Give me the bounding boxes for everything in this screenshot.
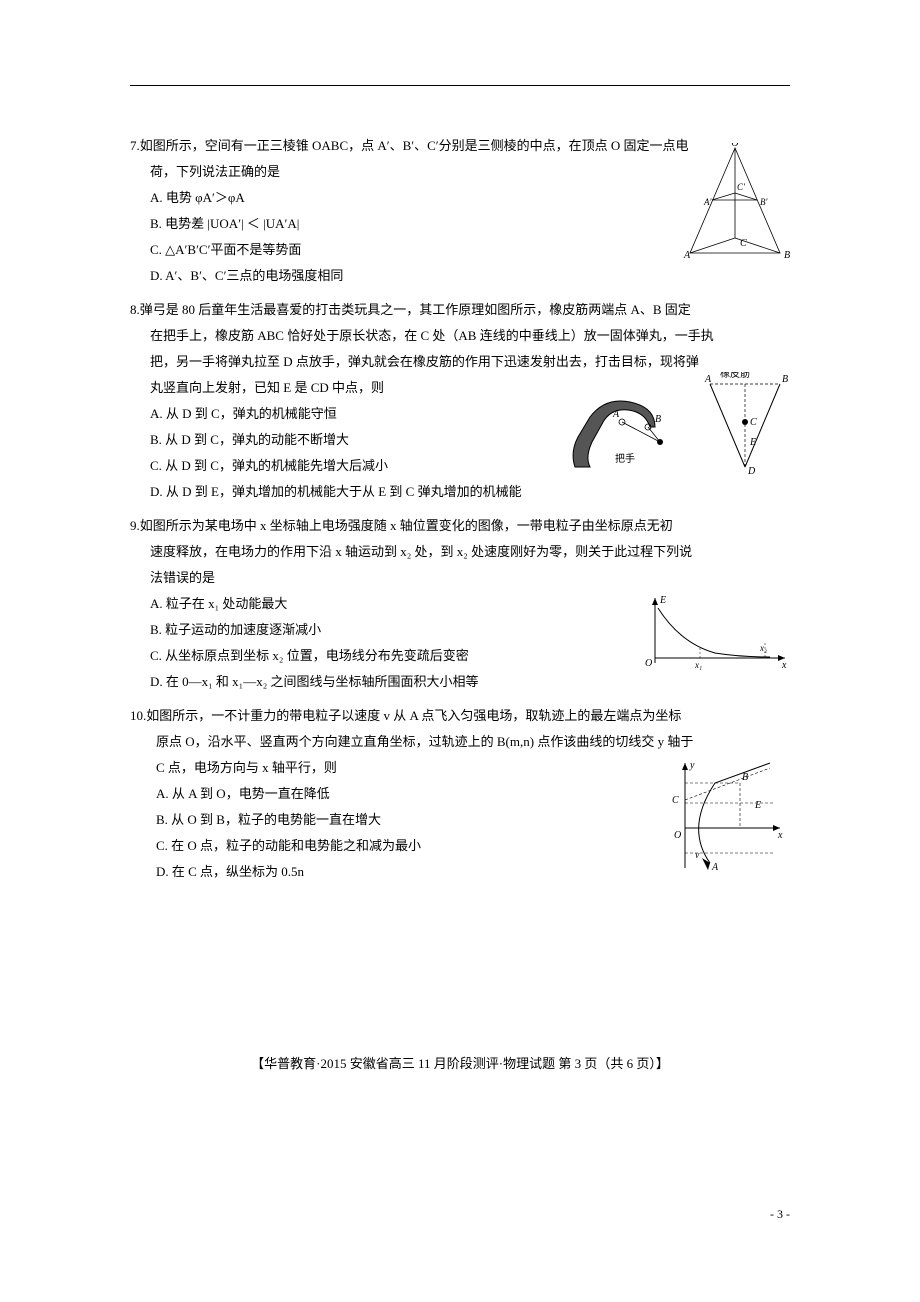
q7-label-C: C bbox=[740, 238, 747, 249]
q7-opt-d: D. A′、B′、C′三点的电场强度相同 bbox=[150, 263, 790, 289]
q9-figure: E O x x₁ x₂ bbox=[640, 593, 790, 673]
question-9: 9.如图所示为某电场中 x 坐标轴上电场强度随 x 轴位置变化的图像，一带电粒子… bbox=[130, 513, 790, 695]
q7-label-A: A bbox=[683, 250, 691, 261]
q8-label-handle: 把手 bbox=[615, 452, 635, 465]
q8-stem: 8.弹弓是 80 后童年生活最喜爱的打击类玩具之一，其工作原理如图所示，橡皮筋两… bbox=[130, 297, 790, 323]
q9-label-x2: x₂ bbox=[759, 643, 767, 653]
q9-stem-line3: 法错误的是 bbox=[150, 565, 790, 591]
q8-opt-d: D. 从 D 到 E，弹丸增加的机械能大于从 E 到 C 弹丸增加的机械能 bbox=[150, 479, 790, 505]
question-7: 7.如图所示，空间有一正三棱锥 OABC，点 A′、B′、C′分别是三侧棱的中点… bbox=[130, 133, 790, 289]
q7-label-Bp: B′ bbox=[760, 197, 768, 207]
q9-label-x: x bbox=[781, 660, 787, 671]
q10-stem-line1: 如图所示，一不计重力的带电粒子以速度 v 从 A 点飞入匀强电场，取轨迹上的最左… bbox=[146, 708, 681, 723]
q10-label-y: y bbox=[689, 760, 695, 771]
q8-label-B-left: B bbox=[655, 414, 661, 425]
q10-label-B: B bbox=[742, 772, 748, 783]
q9-label-O: O bbox=[645, 658, 652, 669]
q10-stem-line2: 原点 O，沿水平、竖直两个方向建立直角坐标，过轨迹上的 B(m,n) 点作该曲线… bbox=[156, 729, 790, 755]
q10-label-v: v bbox=[695, 850, 700, 861]
q10-figure: y x O B C E A v bbox=[660, 758, 790, 878]
footer-text: 【华普教育·2015 安徽省高三 11 月阶段测评·物理试题 第 3 页（共 6… bbox=[0, 1053, 920, 1072]
q8-label-A: A bbox=[704, 374, 712, 385]
q8-label-C: C bbox=[750, 417, 757, 428]
q7-label-Cp: C′ bbox=[737, 182, 746, 192]
q8-label-rubber: 橡皮筋 bbox=[720, 372, 750, 380]
q10-num: 10. bbox=[130, 708, 146, 723]
q9-label-x1: x₁ bbox=[694, 660, 702, 670]
q10-label-O: O bbox=[674, 830, 681, 841]
q8-label-E: E bbox=[749, 437, 756, 448]
q7-label-B: B bbox=[784, 250, 790, 261]
q10-label-E: E bbox=[754, 800, 761, 811]
q8-figure: 把手 A B A B C E D 橡皮筋 bbox=[560, 372, 790, 482]
q10-label-A: A bbox=[711, 862, 719, 873]
q9-stem: 9.如图所示为某电场中 x 坐标轴上电场强度随 x 轴位置变化的图像，一带电粒子… bbox=[130, 513, 790, 539]
q9-label-E: E bbox=[659, 595, 666, 606]
q7-label-O: O bbox=[731, 143, 738, 149]
q10-label-C: C bbox=[672, 795, 679, 806]
q8-stem-line1: 弹弓是 80 后童年生活最喜爱的打击类玩具之一，其工作原理如图所示，橡皮筋两端点… bbox=[140, 302, 691, 317]
q9-num: 9. bbox=[130, 518, 140, 533]
q8-label-A-left: A bbox=[612, 409, 620, 420]
q8-num: 8. bbox=[130, 302, 140, 317]
q8-label-D: D bbox=[747, 466, 756, 477]
page-number: - 3 - bbox=[770, 1207, 790, 1222]
q10-label-x: x bbox=[777, 830, 783, 841]
q7-label-Ap: A′ bbox=[703, 197, 712, 207]
q7-stem-line1: 如图所示，空间有一正三棱锥 OABC，点 A′、B′、C′分别是三侧棱的中点，在… bbox=[140, 138, 689, 153]
q7-num: 7. bbox=[130, 138, 140, 153]
q8-stem-line2: 在把手上，橡皮筋 ABC 恰好处于原长状态，在 C 处（AB 连线的中垂线上）放… bbox=[150, 323, 790, 349]
q9-stem-line2: 速度释放，在电场力的作用下沿 x 轴运动到 x₂ 处，到 x₂ 处速度刚好为零，… bbox=[150, 539, 790, 565]
q8-label-B: B bbox=[782, 374, 788, 385]
question-10: 10.如图所示，一不计重力的带电粒子以速度 v 从 A 点飞入匀强电场，取轨迹上… bbox=[130, 703, 790, 885]
q7-figure: O A B C A′ B′ C′ bbox=[680, 143, 790, 263]
q10-stem: 10.如图所示，一不计重力的带电粒子以速度 v 从 A 点飞入匀强电场，取轨迹上… bbox=[130, 703, 790, 729]
q9-stem-line1: 如图所示为某电场中 x 坐标轴上电场强度随 x 轴位置变化的图像，一带电粒子由坐… bbox=[140, 518, 673, 533]
question-8: 8.弹弓是 80 后童年生活最喜爱的打击类玩具之一，其工作原理如图所示，橡皮筋两… bbox=[130, 297, 790, 505]
top-separator bbox=[130, 85, 790, 86]
